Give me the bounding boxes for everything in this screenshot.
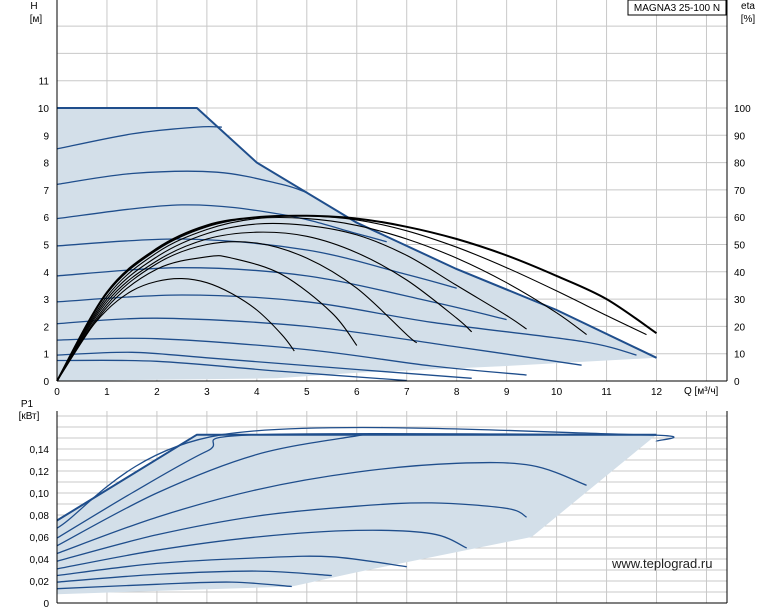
- power-curves: [56, 426, 675, 590]
- q-axis-label: Q [м³/ч]: [684, 386, 719, 397]
- efficiency-curve: [56, 278, 295, 382]
- model-label-box: [627, 0, 727, 16]
- operating-area-power: [57, 434, 657, 595]
- x-tick-label: 5: [304, 387, 310, 398]
- eta-tick-label: 0: [734, 377, 740, 388]
- eta-axis-label: eta: [741, 1, 755, 12]
- head-curve: [56, 125, 222, 150]
- p1-tick-labels: 0 0,02 0,04 0,06 0,08 0,10 0,12 0,14: [30, 445, 50, 610]
- x-tick-label: 10: [551, 387, 563, 398]
- x-tick-label: 7: [404, 387, 410, 398]
- h-tick-label: 11: [39, 77, 50, 88]
- x-tick-labels: 0 1 2 3 4 5 6 7 8 9 10 11 12: [54, 387, 662, 398]
- x-tick-label: 11: [601, 387, 612, 398]
- h-tick-label: 5: [43, 241, 49, 252]
- efficiency-curve: [56, 215, 647, 382]
- x-tick-label: 3: [204, 387, 210, 398]
- power-curve: [56, 529, 467, 570]
- efficiency-curve: [56, 222, 527, 382]
- p1-tick-label: 0,10: [30, 489, 50, 500]
- p1-tick-label: 0,14: [30, 445, 50, 456]
- h-tick-label: 3: [43, 295, 49, 306]
- eta-tick-label: 100: [734, 104, 751, 115]
- eta-tick-label: 10: [734, 350, 746, 361]
- x-tick-label: 12: [651, 387, 663, 398]
- p1-tick-label: 0,08: [30, 511, 50, 522]
- efficiency-curve: [56, 255, 358, 382]
- eta-tick-label: 80: [734, 159, 746, 170]
- p1-tick-label: 0,02: [30, 577, 50, 588]
- eta-tick-label: 60: [734, 213, 746, 224]
- power-curve: [56, 555, 407, 577]
- h-tick-label: 8: [43, 159, 49, 170]
- power-curve: [56, 502, 527, 562]
- eta-tick-label: 20: [734, 322, 746, 333]
- h-tick-label: 0: [43, 377, 49, 388]
- x-tick-label: 2: [154, 387, 160, 398]
- eta-tick-label: 70: [734, 186, 746, 197]
- efficiency-curve: [56, 241, 418, 382]
- head-curve: [56, 204, 387, 243]
- efficiency-curve: [56, 231, 473, 382]
- eta-tick-label: 90: [734, 131, 746, 142]
- head-curve: [56, 294, 637, 356]
- h-tick-label: 9: [43, 131, 49, 142]
- eta-tick-label: 30: [734, 295, 746, 306]
- eta-tick-label: 50: [734, 241, 746, 252]
- h-axis-label: H: [30, 1, 37, 12]
- operating-area-head: [57, 108, 657, 381]
- efficiency-curve-max: [56, 214, 658, 382]
- model-label: MAGNA3 25-100 N: [634, 3, 720, 14]
- head-curve: [56, 238, 457, 289]
- watermark: www.teplograd.ru: [611, 556, 712, 571]
- x-tick-label: 9: [504, 387, 510, 398]
- power-curve: [56, 461, 587, 555]
- h-tick-label: 4: [43, 268, 49, 279]
- p1-tick-label: 0,12: [30, 467, 50, 478]
- eta-tick-label: 40: [734, 268, 746, 279]
- p1-axis-unit: [кВт]: [19, 411, 40, 422]
- eta-axis-unit: [%]: [741, 14, 756, 25]
- x-tick-label: 4: [254, 387, 260, 398]
- x-tick-label: 0: [54, 387, 60, 398]
- x-tick-label: 6: [354, 387, 360, 398]
- power-curve: [56, 426, 675, 529]
- p1-axis-label: P1: [21, 399, 34, 410]
- x-tick-label: 8: [454, 387, 460, 398]
- h-tick-labels: 0 1 2 3 4 5 6 7 8 9 10 11: [38, 77, 50, 388]
- power-curve: [56, 432, 632, 539]
- h-tick-label: 7: [43, 186, 49, 197]
- power-curve: [56, 433, 372, 547]
- head-curve-max: [57, 107, 657, 359]
- power-curve-max: [56, 433, 657, 522]
- p1-tick-label: 0,04: [30, 555, 50, 566]
- head-curve: [56, 351, 472, 379]
- h-axis-unit: [м]: [30, 14, 43, 25]
- bottom-axes: [56, 411, 728, 604]
- eta-tick-labels: 0 10 20 30 40 50 60 70 80 90 100: [734, 104, 751, 388]
- p1-tick-label: 0: [43, 599, 49, 610]
- h-tick-label: 10: [38, 104, 50, 115]
- top-axes: [56, 0, 728, 382]
- head-curve: [56, 170, 308, 194]
- h-tick-label: 6: [43, 213, 49, 224]
- head-curve: [56, 337, 527, 376]
- efficiency-curve: [56, 216, 587, 382]
- p1-tick-label: 0,06: [30, 533, 50, 544]
- h-tick-label: 1: [43, 350, 49, 361]
- head-curve: [56, 317, 582, 366]
- efficiency-curves: [56, 214, 658, 382]
- power-curve: [56, 570, 332, 583]
- h-tick-label: 2: [43, 322, 49, 333]
- head-curve: [56, 359, 407, 382]
- power-curve: [56, 581, 292, 590]
- x-tick-label: 1: [104, 387, 110, 398]
